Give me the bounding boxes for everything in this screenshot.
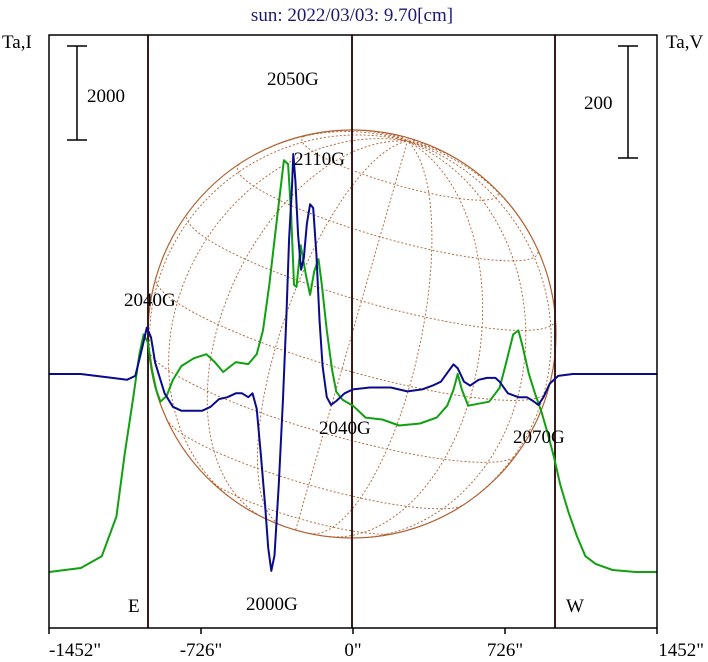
right-scale-label: 200 [584, 93, 613, 114]
annotation-2040g-center: 2040G [319, 418, 371, 439]
series-lines [48, 153, 657, 573]
scale-bars: 2000 200 [67, 45, 638, 159]
annotation-2000g: 2000G [246, 594, 298, 615]
annotation-2070g: 2070G [513, 427, 565, 448]
annotation-2110g: 2110G [294, 149, 345, 170]
annotation-2050g: 2050G [267, 69, 319, 90]
reference-lines [147, 35, 556, 628]
limb-label-e: E [128, 596, 140, 617]
x-tick-label-0: -1452" [49, 640, 101, 661]
series-line-ta_v [49, 153, 657, 572]
x-axis-ticks: -1452" -726" 0" 726" 1452" [48, 628, 704, 661]
chart-title: sun: 2022/03/03: 9.70[cm] [251, 5, 453, 26]
left-axis-label: Ta,I [2, 32, 32, 53]
x-tick-label-1: -726" [180, 640, 223, 661]
left-scale-label: 2000 [87, 86, 125, 107]
right-axis-label: Ta,V [666, 32, 703, 53]
limb-label-w: W [566, 596, 584, 617]
x-tick-label-4: 1452" [658, 640, 704, 661]
x-tick-label-3: 726" [487, 640, 523, 661]
x-tick-label-2: 0" [344, 640, 361, 661]
annotation-2040g-east: 2040G [124, 290, 176, 311]
annotations: 2050G 2110G 2040G 2040G 2070G 2000G [124, 69, 565, 615]
